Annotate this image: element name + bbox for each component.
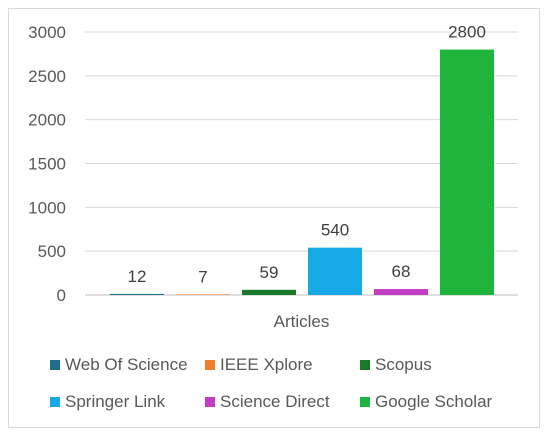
- legend-item: Scopus: [360, 355, 432, 375]
- legend-label: Springer Link: [65, 392, 166, 411]
- legend-swatch: [205, 397, 215, 407]
- y-tick-label: 2500: [28, 67, 66, 86]
- legend-swatch: [360, 360, 370, 370]
- legend-item: Google Scholar: [360, 392, 492, 412]
- legend-item: Science Direct: [205, 392, 330, 412]
- x-category-label: Articles: [274, 312, 330, 331]
- bar-google-scholar: [440, 49, 494, 296]
- legend-item: IEEE Xplore: [205, 355, 313, 375]
- data-label: 540: [321, 221, 349, 240]
- bar-scopus: [242, 289, 296, 295]
- data-label: 7: [198, 267, 207, 286]
- legend-label: Web Of Science: [65, 355, 188, 374]
- bar-ieee-xplore: [176, 294, 230, 295]
- bar-springer-link: [308, 247, 362, 295]
- legend: Web Of Science IEEE Xplore Scopus Springer …: [0, 342, 550, 422]
- data-label: 12: [128, 267, 147, 286]
- legend-label: Science Direct: [220, 392, 330, 411]
- y-tick-label: 1500: [28, 155, 66, 174]
- data-label: 68: [392, 262, 411, 281]
- bar-science-direct: [374, 289, 428, 295]
- y-tick-label: 0: [57, 286, 66, 305]
- y-tick-label: 500: [38, 242, 66, 261]
- data-label: 59: [260, 263, 279, 282]
- legend-label: IEEE Xplore: [220, 355, 313, 374]
- legend-label: Scopus: [375, 355, 432, 374]
- bar-web-of-science: [110, 293, 164, 295]
- legend-swatch: [360, 397, 370, 407]
- legend-item: Springer Link: [50, 392, 165, 412]
- legend-swatch: [50, 397, 60, 407]
- y-tick-label: 3000: [28, 23, 66, 42]
- data-label: 2800: [448, 23, 486, 42]
- y-tick-label: 2000: [28, 111, 66, 130]
- y-tick-label: 1000: [28, 198, 66, 217]
- legend-swatch: [50, 360, 60, 370]
- legend-label: Google Scholar: [375, 392, 493, 411]
- legend-swatch: [205, 360, 215, 370]
- legend-item: Web Of Science: [50, 355, 188, 375]
